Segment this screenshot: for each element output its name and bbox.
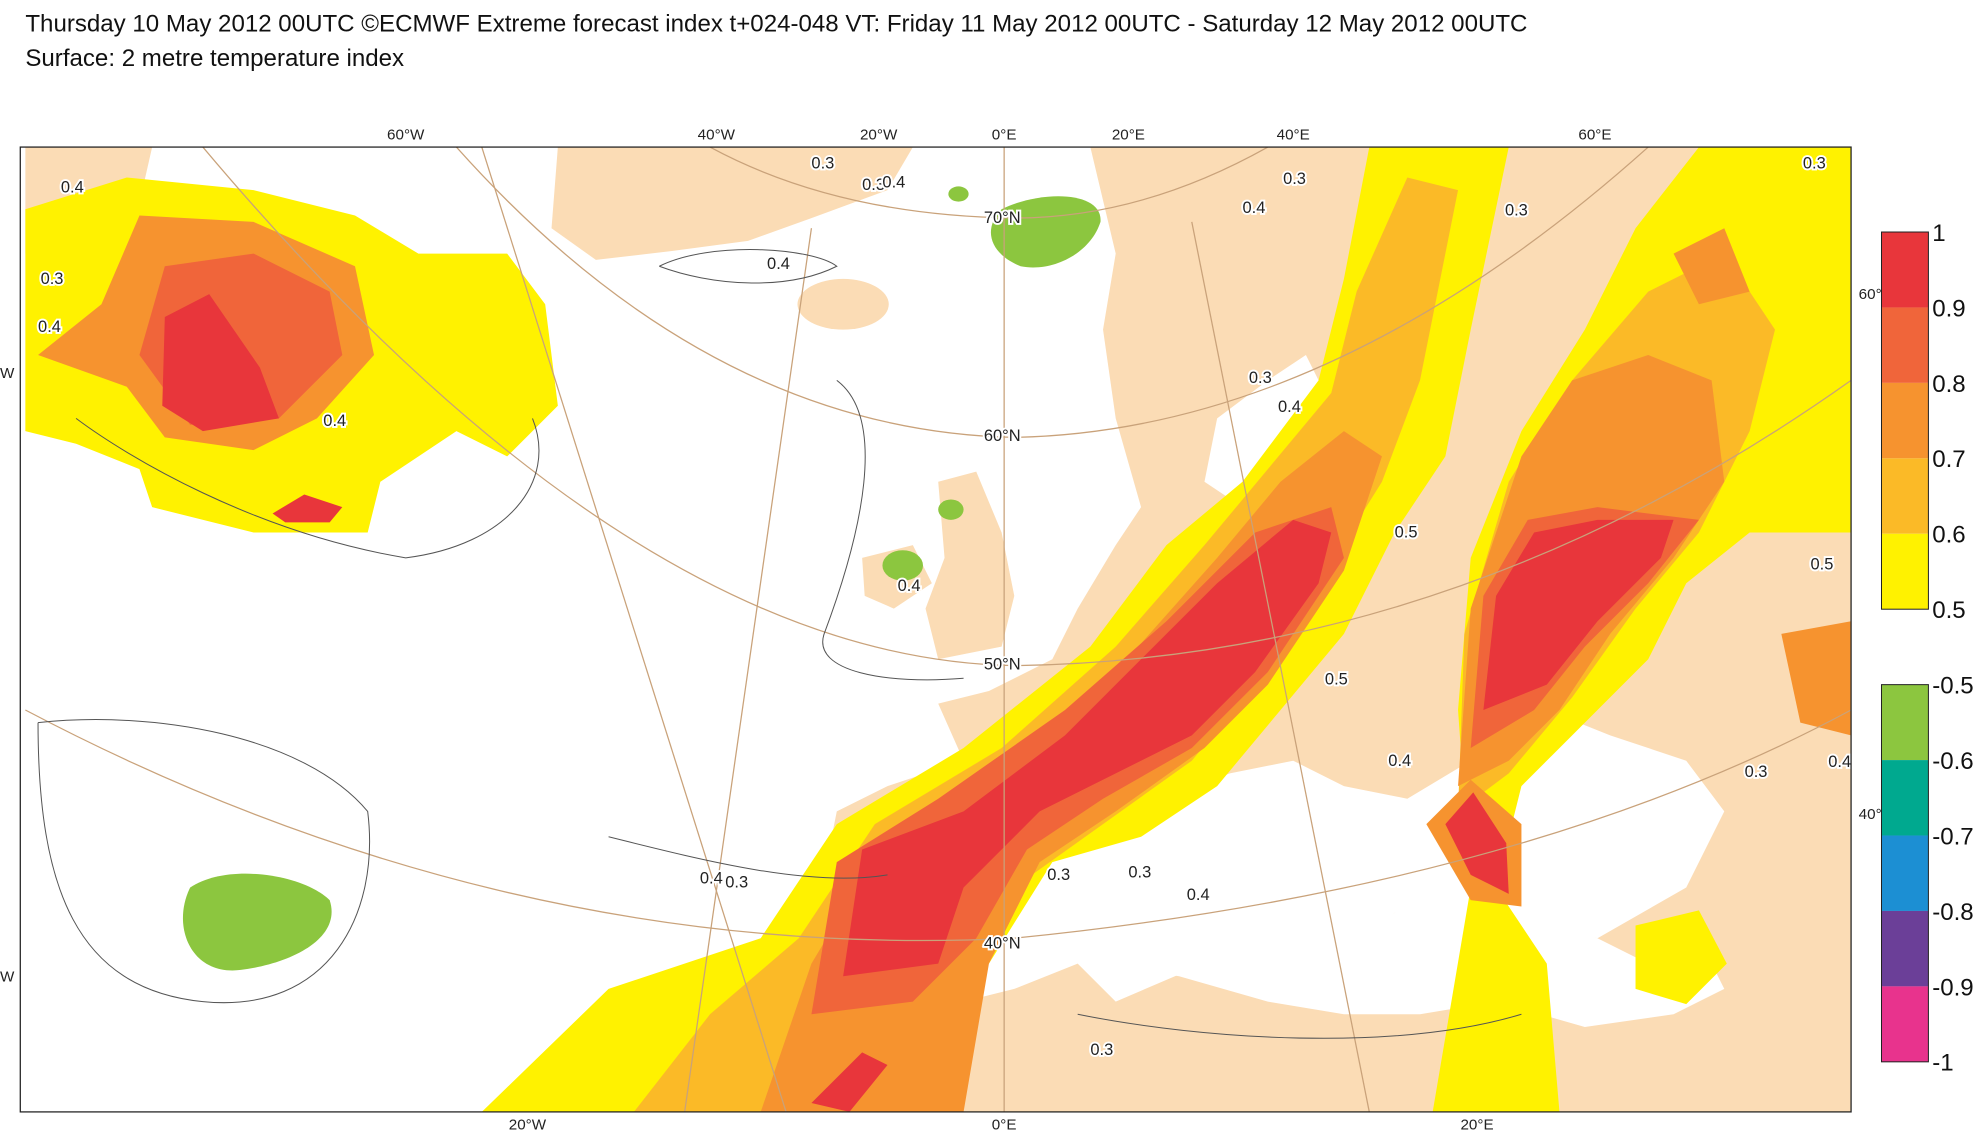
legend-label: -0.6: [1932, 748, 1974, 775]
lon-label: 20°W: [509, 1117, 547, 1134]
contour-label: 0.4: [1242, 199, 1265, 217]
legend-swatch: [1881, 760, 1929, 836]
header-line1: Thursday 10 May 2012 00UTC ©ECMWF Extrem…: [25, 11, 1527, 38]
contour-label: 0.3: [1090, 1041, 1113, 1059]
legend-label: 0.7: [1932, 446, 1965, 473]
contour-label: 0.4: [898, 577, 921, 595]
legend-frame: [1880, 684, 1929, 1063]
edge-label: W: [0, 968, 15, 985]
contour-label: 0.5: [1395, 524, 1418, 542]
contour-label: 0.4: [38, 318, 61, 336]
edge-label: 40°: [1859, 806, 1882, 823]
lat-label: 50°N: [984, 655, 1021, 673]
contour-label: 0.3: [1803, 155, 1826, 173]
legend-label: -0.9: [1932, 974, 1974, 1001]
map-frame: [19, 146, 1852, 1113]
contour-label: 0.5: [1811, 555, 1834, 573]
legend-label: 0.6: [1932, 522, 1965, 549]
legend-label: 1: [1932, 220, 1945, 247]
lon-label: 20°W: [860, 126, 898, 143]
edge-label: 60°: [1859, 286, 1882, 303]
contour-label: 0.3: [1128, 863, 1151, 881]
legend-label: -1: [1932, 1050, 1953, 1077]
lon-label: 20°E: [1460, 1117, 1493, 1134]
contour-label: 0.3: [1047, 866, 1070, 884]
legend-swatch: [1881, 910, 1929, 987]
lon-label: 60°W: [387, 126, 425, 143]
contour-label: 0.4: [323, 412, 346, 430]
lon-label: 40°W: [698, 126, 736, 143]
lon-label: 0°E: [992, 126, 1017, 143]
contour-label: 0.4: [700, 870, 723, 888]
contour-label: 0.3: [41, 270, 64, 288]
map: 0.40.30.40.40.40.30.30.40.40.30.30.40.40…: [20, 147, 1852, 1112]
contour-label: 0.3: [1745, 763, 1768, 781]
legend-label: -0.5: [1932, 673, 1974, 700]
contour-label: 0.5: [1325, 671, 1348, 689]
contour-label: 0.3: [811, 155, 834, 173]
lon-label: 0°E: [992, 1117, 1017, 1134]
lat-label: 40°N: [984, 934, 1021, 952]
legend-label: 0.9: [1932, 295, 1965, 322]
contour-label: 0.4: [882, 174, 905, 192]
contour-label: 0.4: [61, 179, 84, 197]
legend-swatch: [1881, 458, 1929, 534]
legend-label: -0.8: [1932, 899, 1974, 926]
legend-swatch: [1881, 307, 1929, 383]
edge-label: W: [0, 365, 15, 382]
contour-label: 0.3: [1249, 369, 1272, 387]
lon-label: 60°E: [1578, 126, 1611, 143]
legend-label: 0.5: [1932, 597, 1965, 624]
contour-label: 0.4: [767, 255, 790, 273]
legend-label: 0.8: [1932, 371, 1965, 398]
contour-label: 0.4: [1828, 753, 1851, 771]
contour-label: 0.3: [1283, 170, 1306, 188]
lat-label: 60°N: [984, 427, 1021, 445]
contour-label: 0.3: [1505, 202, 1528, 220]
lon-label: 20°E: [1112, 126, 1145, 143]
legend-swatch: [1881, 232, 1929, 308]
legend-swatch: [1881, 684, 1929, 761]
legend-label: -0.7: [1932, 823, 1974, 850]
header-line2: Surface: 2 metre temperature index: [25, 45, 404, 72]
legend-swatch: [1881, 835, 1929, 911]
contour-label: 0.4: [1388, 752, 1411, 770]
legend-swatch: [1881, 382, 1929, 459]
contour-label: 0.3: [862, 176, 885, 194]
contour-label: 0.4: [1187, 886, 1210, 904]
contour-label: 0.3: [725, 874, 748, 892]
legend: 1 0.9 0.8 0.7 0.6 0.5 -0.5 -0.6 -0.7 -0.8 -0.9 -1: [1880, 220, 1974, 1077]
legend-swatch: [1881, 533, 1929, 610]
lon-label: 40°E: [1277, 126, 1310, 143]
legend-swatch: [1881, 986, 1929, 1062]
lat-label: 70°N: [984, 209, 1021, 227]
legend-frame: [1880, 231, 1929, 610]
contour-label: 0.4: [1278, 398, 1301, 416]
